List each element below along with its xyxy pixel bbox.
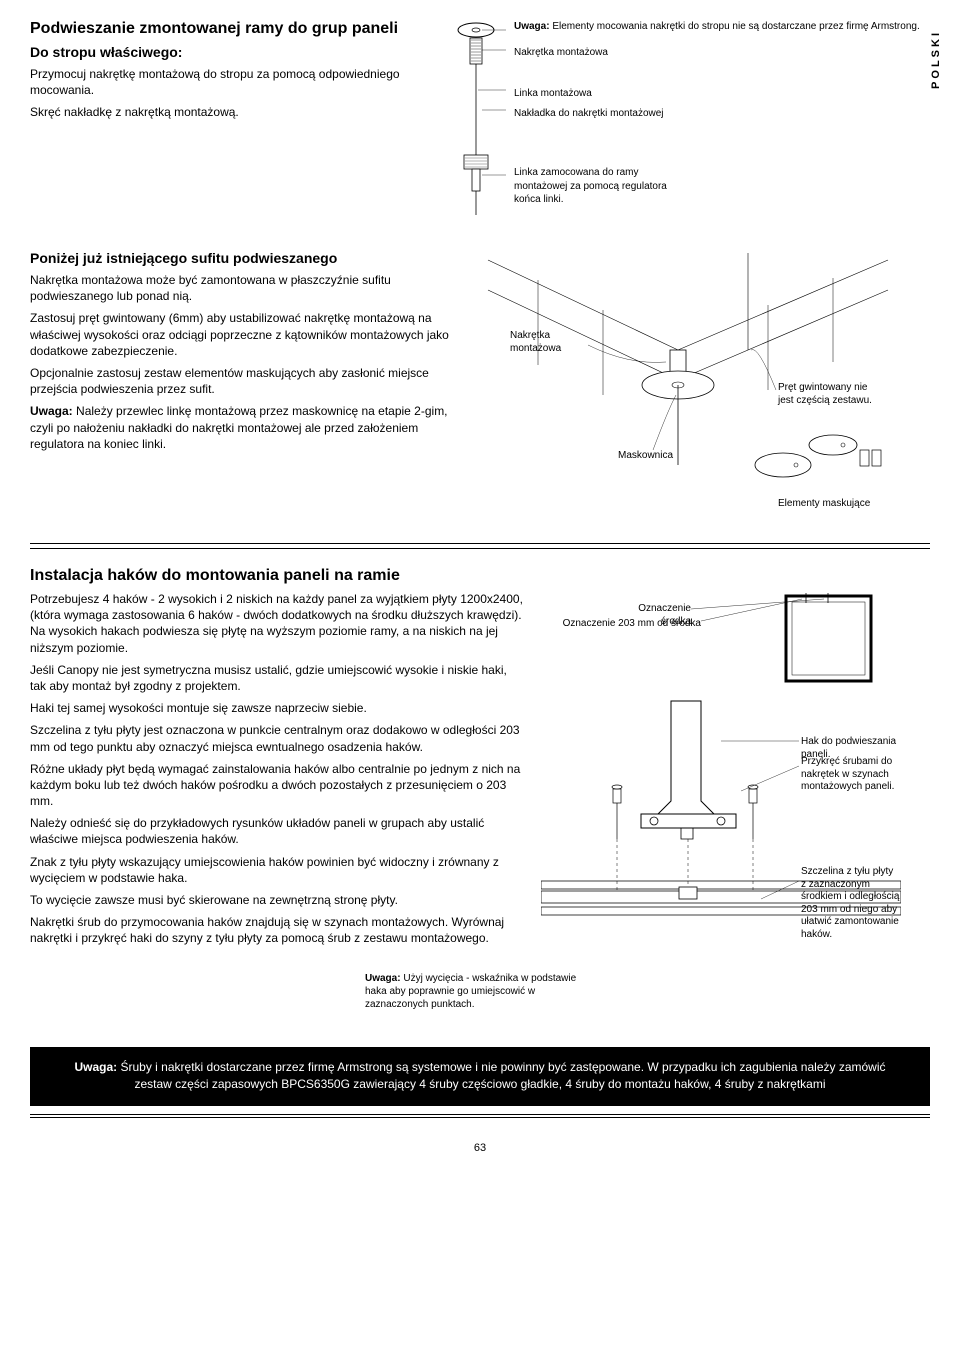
page-number: 63: [30, 1142, 930, 1154]
callout-nakladka: Nakładka do nakrętki montażowej: [514, 107, 920, 121]
section2-figure: Nakrętka montażowa Maskownica Pręt gwint…: [478, 250, 930, 513]
section3-p4: Szczelina z tyłu płyty jest oznaczona w …: [30, 722, 525, 754]
callout-linka-rama: Linka zamocowana do ramy montażowej za p…: [514, 166, 674, 207]
section3-title: Instalacja haków do montowania paneli na…: [30, 567, 930, 585]
section3-p5: Różne układy płyt będą wymagać zainstalo…: [30, 761, 525, 810]
section3-text: Potrzebujesz 4 haków - 2 wysokich i 2 ni…: [30, 591, 525, 964]
fig3-label-szczelina: Szczelina z tyłu płyty z zaznaczonym śro…: [801, 866, 901, 941]
section3-p6: Należy odnieść się do przykładowych rysu…: [30, 815, 525, 847]
fig3-label-203mm: Oznaczenie 203 mm od środka: [561, 618, 701, 631]
warning-note-box: Uwaga: Śruby i nakrętki dostarczane prze…: [30, 1047, 930, 1106]
section3-p3: Haki tej samej wysokości montuje się zaw…: [30, 700, 525, 716]
section1-p2: Skręć nakładkę z nakrętką montażową.: [30, 104, 426, 120]
language-sidebar-label: POLSKI: [930, 30, 942, 89]
callout-linka: Linka montażowa: [514, 87, 920, 101]
notebox-label: Uwaga:: [74, 1060, 117, 1074]
section1-callouts: Uwaga: Elementy mocowania nakrętki do st…: [514, 20, 920, 211]
divider-thin: [30, 548, 930, 549]
fig3-label-sruby: Przykręć śrubami do nakrętek w szynach m…: [801, 756, 901, 794]
section1-text: Podwieszanie zmontowanej ramy do grup pa…: [30, 20, 426, 220]
section2-p1: Nakrętka montażowa może być zamontowana …: [30, 272, 462, 304]
bottom-rule-thin: [30, 1117, 930, 1118]
section2-p3: Opcjonalnie zastosuj zestaw elementów ma…: [30, 365, 462, 397]
callout-note: Elementy mocowania nakrętki do stropu ni…: [550, 21, 920, 32]
section-suspension: Podwieszanie zmontowanej ramy do grup pa…: [30, 20, 930, 220]
section3-bottom-note-label: Uwaga:: [365, 973, 401, 984]
section2-title: Poniżej już istniejącego sufitu podwiesz…: [30, 250, 462, 266]
notebox-text: Śruby i nakrętki dostarczane przez firmę…: [117, 1060, 885, 1091]
section3-figure: Oznaczenie środka Oznaczenie 203 mm od ś…: [541, 591, 930, 964]
callout-note-label: Uwaga:: [514, 21, 550, 32]
fig2-label-nakretka: Nakrętka montażowa: [510, 330, 580, 355]
hanger-diagram-icon: [446, 20, 506, 220]
section2-text: Poniżej już istniejącego sufitu podwiesz…: [30, 250, 462, 513]
ceiling-diagram-icon: [478, 250, 898, 510]
section2-p4-label: Uwaga:: [30, 404, 73, 418]
fig2-label-pret: Pręt gwintowany nie jest częścią zestawu…: [778, 382, 878, 407]
section3-bottom-note: Uwaga: Użyj wycięcia - wskaźnika w podst…: [365, 972, 595, 1011]
section3-p1: Potrzebujesz 4 haków - 2 wysokich i 2 ni…: [30, 591, 525, 656]
section1-figure: Uwaga: Elementy mocowania nakrętki do st…: [446, 20, 930, 220]
section2-p2: Zastosuj pręt gwintowany (6mm) aby ustab…: [30, 310, 462, 359]
section3-p2: Jeśli Canopy nie jest symetryczna musisz…: [30, 662, 525, 694]
section-below-ceiling: Poniżej już istniejącego sufitu podwiesz…: [30, 250, 930, 513]
section3-p9: Nakrętki śrub do przymocowania haków zna…: [30, 914, 525, 946]
divider-thick: [30, 543, 930, 544]
section1-p1: Przymocuj nakrętkę montażową do stropu z…: [30, 66, 426, 98]
section1-title: Podwieszanie zmontowanej ramy do grup pa…: [30, 20, 426, 38]
fig2-label-elementy: Elementy maskujące: [778, 498, 870, 511]
section-hooks: Instalacja haków do montowania paneli na…: [30, 567, 930, 1017]
fig2-label-maskownica: Maskownica: [618, 450, 673, 463]
section3-p8: To wycięcie zawsze musi być skierowane n…: [30, 892, 525, 908]
callout-nakretka: Nakrętka montażowa: [514, 46, 920, 60]
section3-p7: Znak z tyłu płyty wskazujący umiejscowie…: [30, 854, 525, 886]
bottom-rule-thick: [30, 1114, 930, 1115]
section1-subtitle: Do stropu właściwego:: [30, 44, 426, 60]
section2-p4: Należy przewlec linkę montażową przez ma…: [30, 404, 448, 450]
